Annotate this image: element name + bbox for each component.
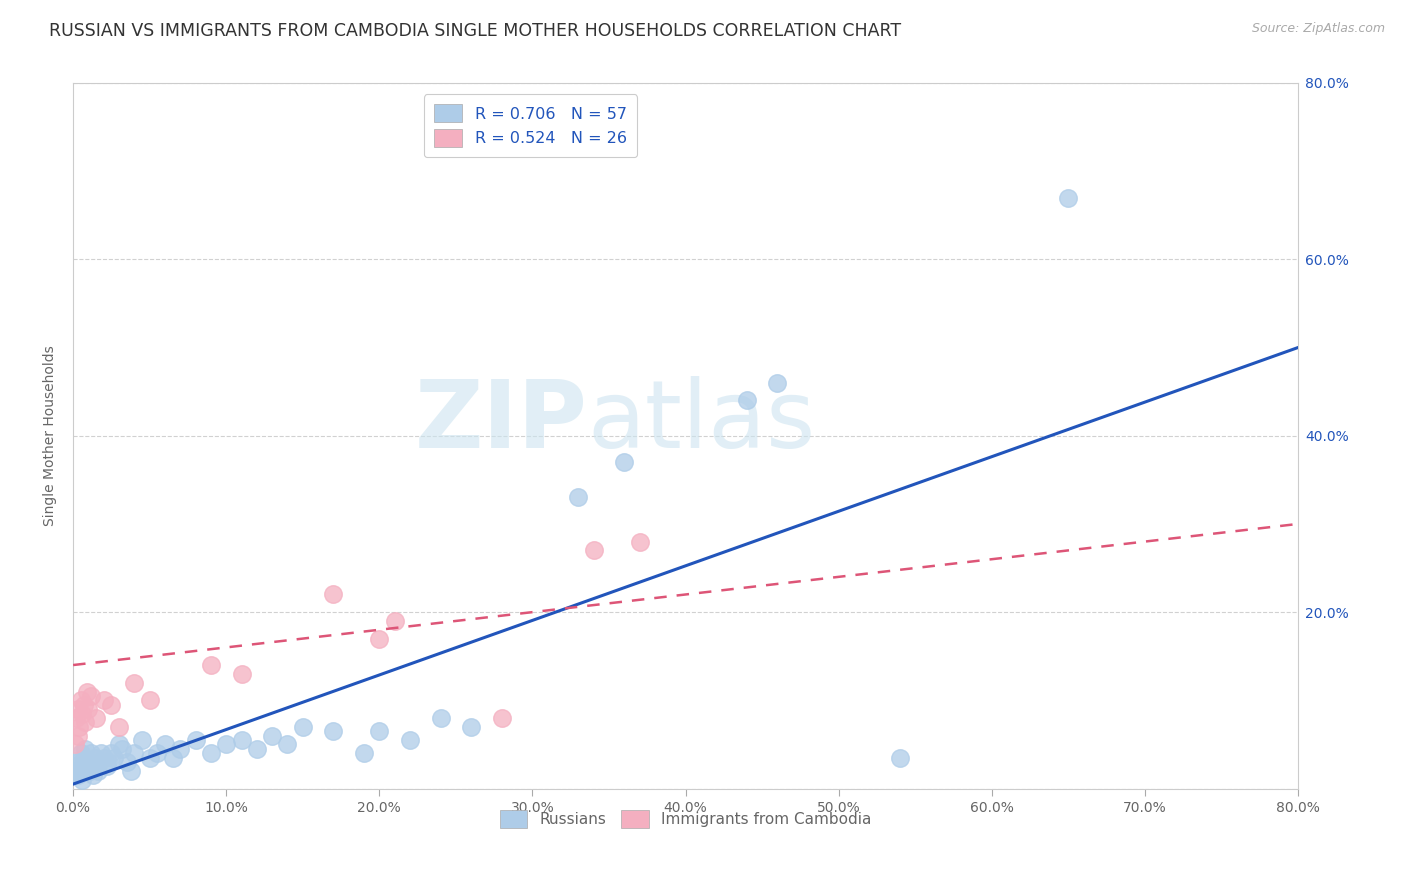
Point	[111, 742, 134, 756]
Point	[84, 711, 107, 725]
Point	[84, 759, 107, 773]
Point	[200, 658, 222, 673]
Point	[73, 698, 96, 712]
Point	[460, 720, 482, 734]
Point	[120, 764, 142, 778]
Point	[291, 720, 314, 734]
Point	[76, 764, 98, 778]
Point	[368, 632, 391, 646]
Point	[75, 742, 97, 756]
Point	[491, 711, 513, 725]
Point	[162, 750, 184, 764]
Point	[65, 759, 87, 773]
Point	[76, 684, 98, 698]
Point	[70, 772, 93, 787]
Point	[153, 738, 176, 752]
Point	[399, 733, 422, 747]
Point	[384, 614, 406, 628]
Point	[67, 702, 90, 716]
Point	[66, 755, 89, 769]
Point	[65, 711, 87, 725]
Point	[103, 750, 125, 764]
Point	[100, 698, 122, 712]
Point	[231, 666, 253, 681]
Point	[1057, 191, 1080, 205]
Point	[72, 759, 94, 773]
Y-axis label: Single Mother Households: Single Mother Households	[44, 345, 58, 526]
Point	[628, 534, 651, 549]
Point	[131, 733, 153, 747]
Point	[246, 742, 269, 756]
Point	[231, 733, 253, 747]
Point	[138, 750, 160, 764]
Text: ZIP: ZIP	[415, 376, 588, 467]
Point	[69, 746, 91, 760]
Point	[65, 768, 87, 782]
Point	[83, 750, 105, 764]
Point	[215, 738, 238, 752]
Legend: Russians, Immigrants from Cambodia: Russians, Immigrants from Cambodia	[494, 804, 877, 834]
Point	[67, 768, 90, 782]
Point	[86, 764, 108, 778]
Point	[69, 693, 91, 707]
Point	[90, 746, 112, 760]
Point	[93, 693, 115, 707]
Point	[80, 746, 103, 760]
Point	[96, 759, 118, 773]
Point	[75, 715, 97, 730]
Point	[169, 742, 191, 756]
Point	[567, 491, 589, 505]
Point	[115, 755, 138, 769]
Point	[582, 543, 605, 558]
Point	[146, 746, 169, 760]
Point	[138, 693, 160, 707]
Point	[613, 455, 636, 469]
Point	[73, 750, 96, 764]
Text: RUSSIAN VS IMMIGRANTS FROM CAMBODIA SINGLE MOTHER HOUSEHOLDS CORRELATION CHART: RUSSIAN VS IMMIGRANTS FROM CAMBODIA SING…	[49, 22, 901, 40]
Point	[108, 738, 131, 752]
Point	[80, 689, 103, 703]
Point	[87, 755, 110, 769]
Point	[735, 393, 758, 408]
Point	[766, 376, 789, 390]
Point	[65, 738, 87, 752]
Point	[82, 768, 104, 782]
Point	[124, 746, 146, 760]
Point	[200, 746, 222, 760]
Point	[63, 764, 86, 778]
Point	[108, 720, 131, 734]
Point	[429, 711, 451, 725]
Point	[889, 750, 911, 764]
Point	[353, 746, 375, 760]
Point	[184, 733, 207, 747]
Point	[77, 755, 100, 769]
Point	[322, 587, 344, 601]
Point	[276, 738, 298, 752]
Point	[322, 724, 344, 739]
Point	[67, 720, 90, 734]
Point	[66, 729, 89, 743]
Point	[67, 764, 90, 778]
Point	[72, 706, 94, 721]
Text: Source: ZipAtlas.com: Source: ZipAtlas.com	[1251, 22, 1385, 36]
Point	[124, 675, 146, 690]
Point	[79, 764, 101, 778]
Point	[97, 755, 120, 769]
Text: atlas: atlas	[588, 376, 815, 467]
Point	[100, 746, 122, 760]
Point	[93, 750, 115, 764]
Point	[368, 724, 391, 739]
Point	[77, 702, 100, 716]
Point	[262, 729, 284, 743]
